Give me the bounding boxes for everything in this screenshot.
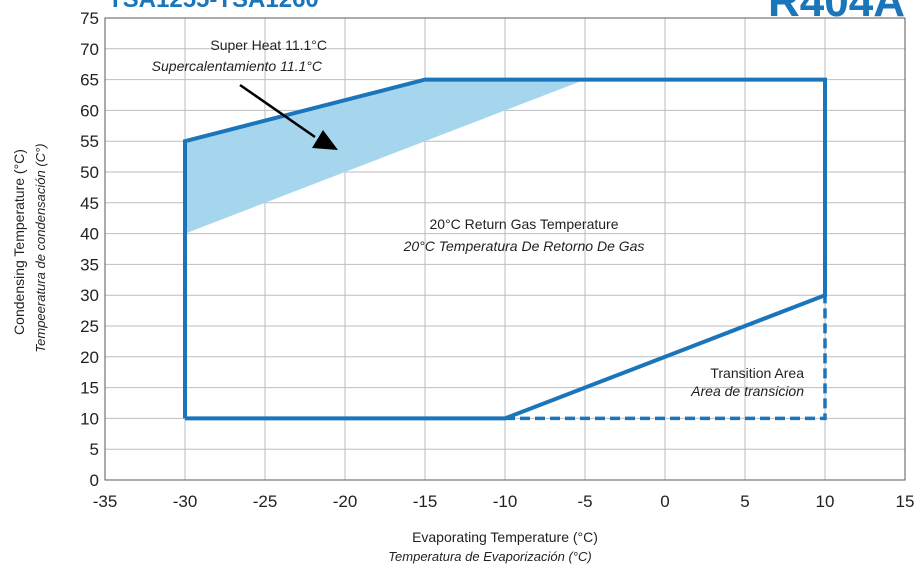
y-tick-label: 50: [80, 163, 99, 182]
plot-frame: [104, 17, 906, 481]
x-tick-label: -25: [253, 492, 278, 511]
x-tick-label: 10: [816, 492, 835, 511]
transition-label: Transition Area: [710, 365, 804, 381]
x-tick-label: -5: [577, 492, 592, 511]
superheat-label-es: Supercalentamiento 11.1°C: [152, 58, 323, 74]
y-tick-label: 45: [80, 194, 99, 213]
return-gas-label-es: 20°C Temperatura De Retorno De Gas: [403, 238, 645, 254]
y-tick-label: 60: [80, 101, 99, 120]
y-axis-title-es: Tempeeratura de condensación (C°): [33, 143, 48, 352]
model-title: TSA1255-TSA1260: [108, 0, 319, 13]
x-tick-label: -20: [333, 492, 358, 511]
y-tick-label: 65: [80, 71, 99, 90]
return-gas-label: 20°C Return Gas Temperature: [430, 216, 619, 232]
plot-area-frame: [104, 17, 906, 481]
y-tick-label: 55: [80, 132, 99, 151]
x-tick-label: -30: [173, 492, 198, 511]
x-tick-label: 15: [896, 492, 915, 511]
x-tick-label: 0: [660, 492, 669, 511]
y-tick-label: 20: [80, 348, 99, 367]
y-axis-title: Condensing Temperature (°C): [11, 149, 27, 335]
envelope-lines: [183, 77, 827, 421]
x-axis-title-es: Temperatura de Evaporización (°C): [388, 549, 591, 564]
y-tick-label: 75: [80, 9, 99, 28]
y-tick-label: 70: [80, 40, 99, 59]
y-tick-label: 10: [80, 409, 99, 428]
superheat-label: Super Heat 11.1°C: [210, 37, 327, 53]
refrigerant-title: R404A: [768, 0, 905, 26]
x-tick-label: -15: [413, 492, 438, 511]
y-tick-label: 40: [80, 225, 99, 244]
y-tick-label: 5: [90, 440, 99, 459]
y-tick-label: 35: [80, 255, 99, 274]
transition-label-es: Area de transicion: [690, 383, 804, 399]
transition-dashed-line: [505, 295, 827, 421]
x-tick-label: -35: [93, 492, 118, 511]
superheat-area: [185, 79, 585, 234]
y-tick-label: 30: [80, 286, 99, 305]
superheat-arrow: [239, 83, 338, 150]
x-tick-labels: -35 -30 -25 -20 -15 -10 -5 0 5 10 15: [93, 492, 915, 511]
y-tick-label: 0: [90, 471, 99, 490]
x-tick-label: -10: [493, 492, 518, 511]
superheat-fill: [185, 79, 585, 234]
x-tick-label: 5: [740, 492, 749, 511]
y-tick-labels: 0 5 10 15 20 25 30 35 40 45 50 55 60 65 70 75: [80, 9, 99, 490]
x-axis-title: Evaporating Temperature (°C): [412, 529, 598, 545]
y-tick-label: 25: [80, 317, 99, 336]
y-tick-label: 15: [80, 379, 99, 398]
